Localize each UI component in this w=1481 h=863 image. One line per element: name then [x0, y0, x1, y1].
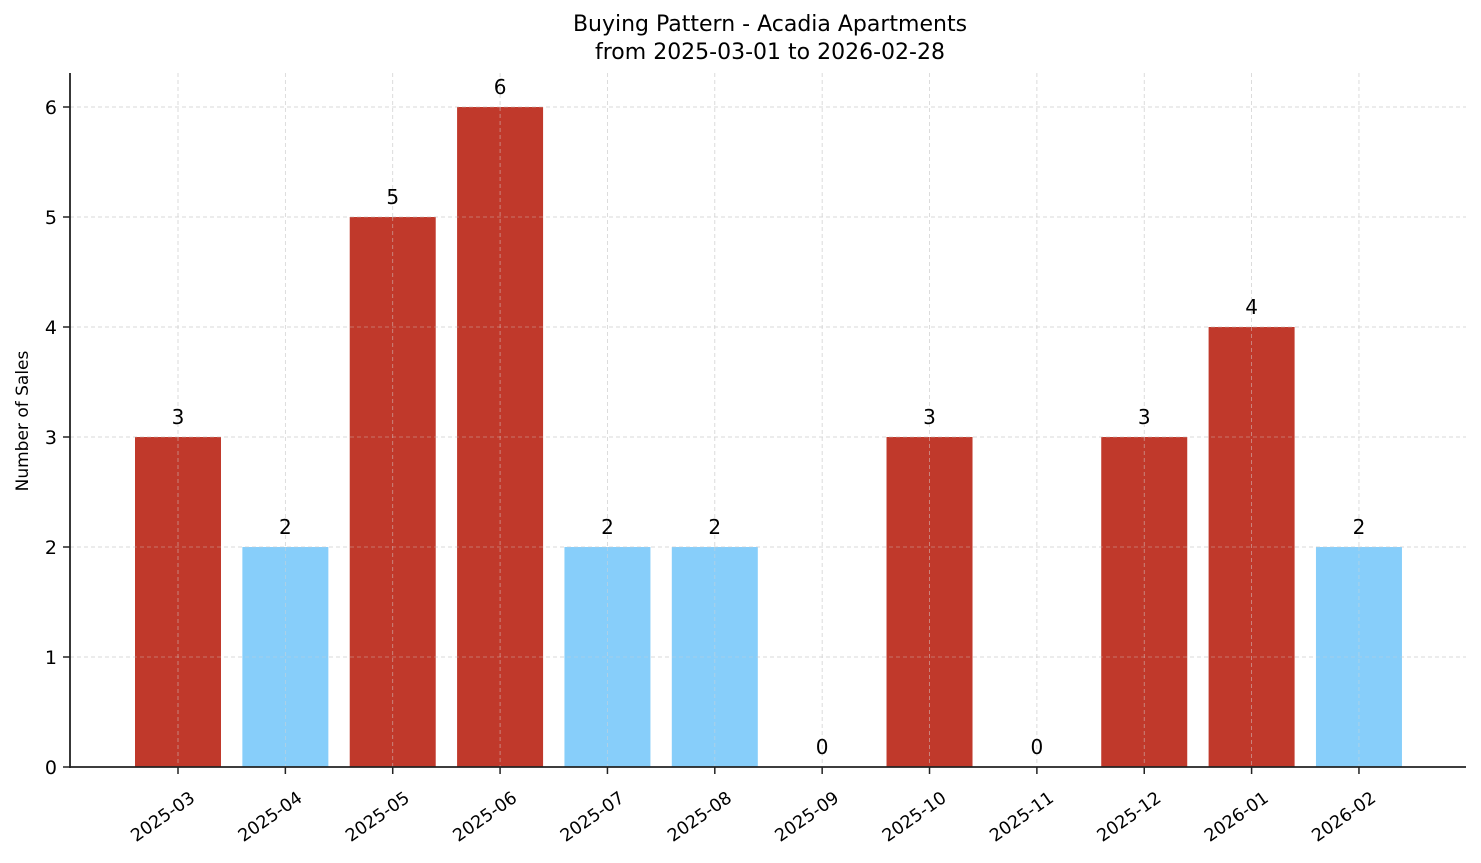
data-label: 0 — [816, 735, 829, 759]
chart-subtitle: from 2025-03-01 to 2026-02-28 — [595, 40, 945, 65]
chart-title: Buying Pattern - Acadia Apartments — [572, 12, 968, 37]
data-label: 3 — [172, 405, 185, 429]
x-tick-label: 2025-04 — [235, 788, 306, 846]
data-label: 2 — [601, 515, 614, 539]
data-label: 2 — [1353, 515, 1366, 539]
data-label: 0 — [1031, 735, 1044, 759]
y-tick-label: 3 — [45, 427, 57, 449]
x-tick-label: 2025-10 — [879, 788, 950, 846]
x-tick-label: 2025-05 — [342, 788, 413, 846]
data-label: 3 — [923, 405, 936, 429]
y-tick-label: 5 — [45, 207, 57, 229]
data-label: 4 — [1245, 295, 1258, 319]
data-label: 3 — [1138, 405, 1151, 429]
y-tick-label: 1 — [45, 647, 57, 669]
x-tick-label: 2025-07 — [557, 788, 628, 846]
x-tick-label: 2025-06 — [450, 788, 521, 846]
x-tick-label: 2025-12 — [1094, 788, 1165, 846]
x-tick-label: 2026-01 — [1201, 788, 1272, 846]
x-tick-label: 2025-09 — [772, 788, 843, 846]
y-tick-label: 4 — [45, 317, 57, 339]
data-label: 2 — [708, 515, 721, 539]
x-tick-label: 2025-08 — [664, 788, 735, 846]
x-tick-label: 2026-02 — [1308, 788, 1379, 846]
data-label: 6 — [494, 75, 507, 99]
y-tick-label: 0 — [45, 757, 57, 779]
data-label: 5 — [386, 185, 399, 209]
y-tick-label: 6 — [45, 97, 57, 119]
y-tick-label: 2 — [45, 537, 57, 559]
x-tick-label: 2025-11 — [986, 788, 1057, 846]
data-label: 2 — [279, 515, 292, 539]
x-tick-label: 2025-03 — [128, 788, 199, 846]
